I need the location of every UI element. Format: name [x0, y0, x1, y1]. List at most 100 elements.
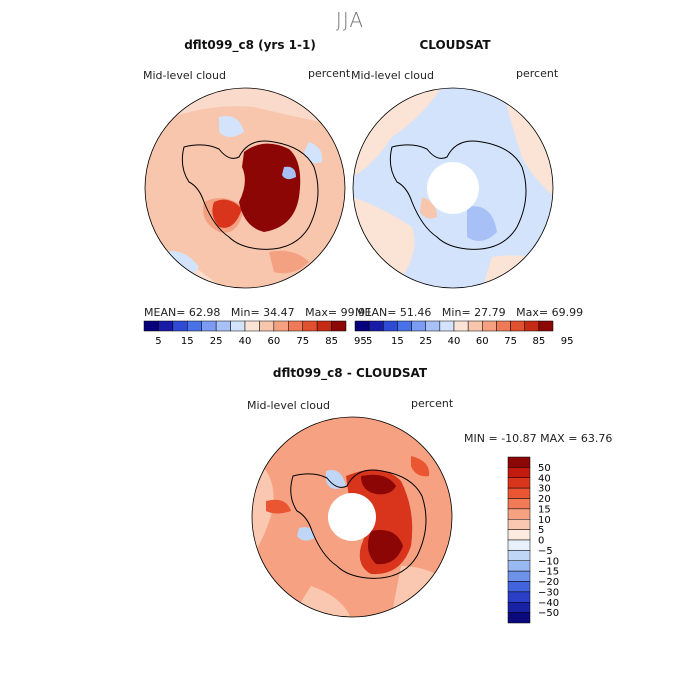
diff-colorbar-swatch	[507, 550, 531, 561]
obs-colorbar-swatch	[510, 320, 525, 332]
model-colorbar-swatch	[143, 320, 159, 332]
model-colorbar-swatch	[288, 320, 303, 332]
obs-max-value: 69.99	[551, 306, 584, 319]
model-colorbar-tick-label: 85	[325, 336, 338, 347]
diff-colorbar-swatch	[507, 498, 531, 510]
model-colorbar-swatch	[230, 320, 246, 332]
obs-colorbar-swatch	[453, 320, 469, 332]
diff-colorbar-tick-label: −50	[538, 608, 559, 619]
obs-mean-label: MEAN=	[355, 306, 397, 319]
diff-colorbar-tick-label: 50	[538, 463, 551, 474]
diff-minmax: MIN = -10.87 MAX = 63.76	[464, 432, 612, 445]
model-colorbar-swatch	[331, 320, 347, 332]
model-colorbar-tick-label: 60	[267, 336, 280, 347]
diff-colorbar-swatch	[507, 477, 531, 489]
antarctica-outline	[389, 140, 527, 250]
diff-colorbar-tick-label: 5	[538, 525, 544, 536]
obs-colorbar-tick-label: 60	[476, 336, 489, 347]
missing-data-hole	[427, 162, 479, 214]
missing-data-hole	[328, 493, 376, 541]
model-colorbar-tick-label: 40	[239, 336, 252, 347]
model-colorbar-tick-label: 25	[210, 336, 223, 347]
obs-units-label: percent	[516, 67, 559, 80]
diff-colorbar-swatch	[507, 602, 531, 613]
obs-colorbar-swatch	[482, 320, 497, 332]
model-colorbar-tick-label: 95	[354, 336, 367, 347]
negative-patch	[304, 142, 323, 164]
model-colorbar-swatch	[259, 320, 275, 332]
diff-colorbar-tick-label: −10	[538, 556, 559, 567]
obs-colorbar-swatch	[538, 320, 554, 332]
map-boundary	[352, 87, 554, 289]
map-boundary	[251, 416, 453, 618]
diff-colorbar-swatch	[507, 508, 531, 520]
diff-colorbar-tick-label: 40	[538, 473, 551, 484]
light-positive-patch	[391, 566, 452, 617]
model-mean-label: MEAN=	[144, 306, 186, 319]
model-max-value: 99.91	[340, 306, 373, 319]
model-colorbar-tick-label: 75	[296, 336, 309, 347]
diff-colorbar-tick-label: −20	[538, 577, 559, 588]
diff-colorbar-tick-label: 30	[538, 484, 551, 495]
diff-min-value: -10.87	[501, 432, 537, 445]
model-colorbar-swatch	[172, 320, 188, 332]
obs-colorbar-tick-label: 75	[504, 336, 517, 347]
model-colorbar-swatch	[244, 320, 260, 332]
model-colorbar: 5 15 25 40 60 75 85 95	[143, 320, 367, 347]
obs-min-value: 27.79	[474, 306, 506, 319]
very-high-cloud-patch	[361, 474, 396, 495]
diff-variable-label: Mid-level cloud	[247, 399, 330, 412]
antarctica-outline	[290, 469, 427, 579]
diff-colorbar-swatch	[507, 487, 531, 499]
obs-polar-map	[352, 87, 554, 289]
diff-colorbar-swatch	[507, 612, 531, 624]
very-high-cloud-patch	[239, 143, 301, 232]
diff-colorbar-tick-label: 15	[538, 504, 551, 515]
diff-colorbar-swatch	[507, 560, 531, 572]
obs-colorbar-swatch	[439, 320, 455, 332]
medium-patch	[420, 197, 437, 219]
obs-colorbar-swatch	[383, 320, 398, 332]
model-panel-title: dflt099_c8 (yrs 1-1)	[184, 38, 316, 52]
diff-colorbar-tick-label: −30	[538, 587, 559, 598]
negative-patch	[282, 166, 296, 180]
negative-patch	[297, 527, 315, 541]
medium-patch	[269, 250, 309, 274]
diff-colorbar-tick-label: −5	[538, 546, 553, 557]
obs-colorbar-tick-label: 25	[419, 336, 432, 347]
diff-colorbar-swatch	[507, 591, 531, 603]
negative-patch	[326, 470, 346, 490]
obs-colorbar-swatch	[496, 320, 511, 332]
obs-colorbar-tick-label: 40	[448, 336, 461, 347]
model-colorbar-swatch	[273, 320, 289, 332]
diff-colorbar-swatch	[507, 519, 531, 530]
model-colorbar-swatch	[201, 320, 217, 332]
negative-patch	[219, 116, 244, 137]
diff-colorbar-tick-label: 0	[538, 536, 544, 547]
obs-min-label: Min=	[441, 306, 471, 319]
model-colorbar-tick-label: 5	[155, 336, 161, 347]
high-cloud-patch	[212, 199, 242, 228]
obs-colorbar-swatch	[397, 320, 412, 332]
obs-panel-title: CLOUDSAT	[419, 38, 491, 52]
diff-polar-map	[251, 416, 453, 618]
model-colorbar-swatch	[187, 320, 202, 332]
obs-colorbar-swatch	[524, 320, 540, 332]
diff-max-label: MAX =	[540, 432, 578, 445]
model-colorbar-swatch	[215, 320, 231, 332]
negative-patch	[467, 206, 497, 241]
obs-colorbar-swatch	[467, 320, 483, 332]
very-high-cloud-patch	[367, 530, 403, 565]
model-colorbar-swatch	[302, 320, 318, 332]
obs-colorbar-tick-label: 95	[561, 336, 574, 347]
diff-colorbar-swatch	[507, 581, 531, 593]
obs-colorbar-swatch	[368, 320, 384, 332]
obs-colorbar-swatch	[425, 320, 441, 332]
diff-colorbar-swatch	[507, 467, 531, 478]
model-mean-value: 62.98	[188, 306, 221, 319]
model-variable-label: Mid-level cloud	[143, 69, 226, 82]
model-min-label: Min=	[230, 306, 260, 319]
model-stats: MEAN= 62.98 Min= 34.47 Max= 99.91	[144, 306, 372, 319]
diff-min-label: MIN =	[464, 432, 498, 445]
